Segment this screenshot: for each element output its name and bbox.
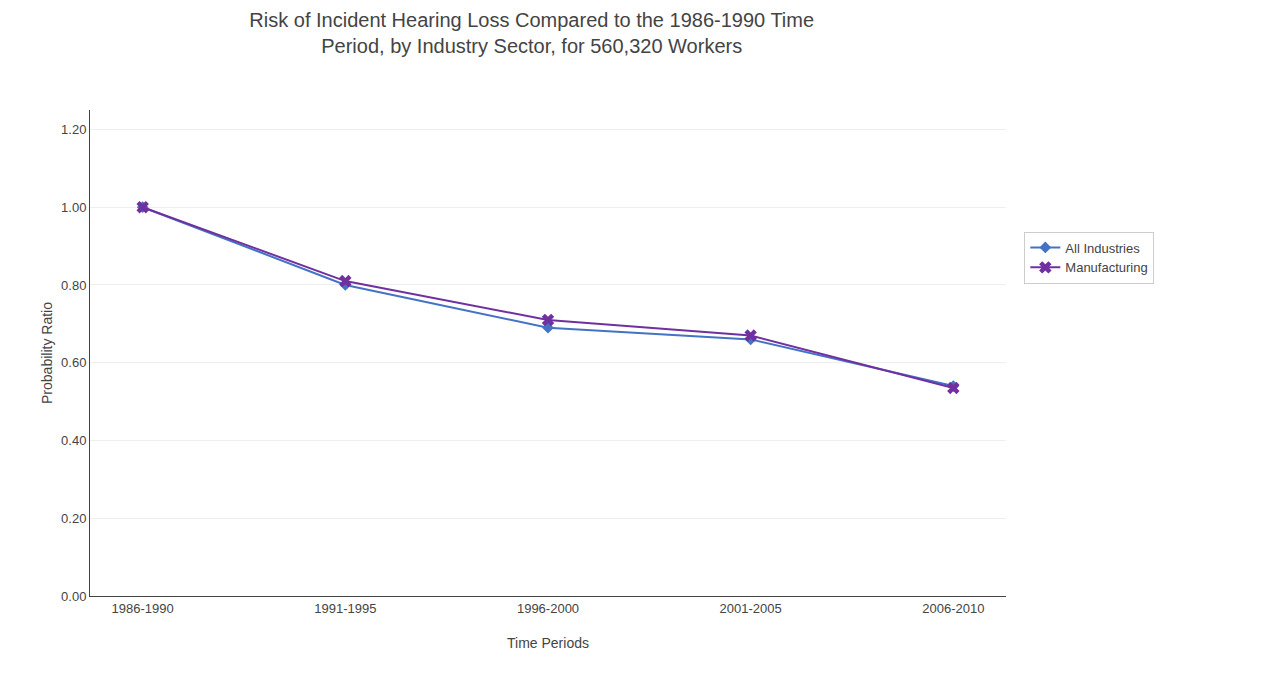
svg-text:0.40: 0.40 — [61, 433, 86, 448]
svg-text:1996-2000: 1996-2000 — [517, 601, 579, 616]
svg-text:1.20: 1.20 — [61, 122, 86, 137]
svg-text:1.00: 1.00 — [61, 200, 86, 215]
svg-text:2001-2005: 2001-2005 — [720, 601, 782, 616]
svg-text:Risk of Incident Hearing Loss: Risk of Incident Hearing Loss Compared t… — [249, 9, 814, 57]
svg-text:All Industries: All Industries — [1065, 241, 1140, 256]
svg-text:0.80: 0.80 — [61, 278, 86, 293]
svg-text:Manufacturing: Manufacturing — [1065, 260, 1147, 275]
svg-text:1986-1990: 1986-1990 — [112, 601, 174, 616]
svg-text:Probability Ratio: Probability Ratio — [39, 302, 55, 404]
svg-text:Time Periods: Time Periods — [507, 635, 589, 651]
svg-text:1991-1995: 1991-1995 — [314, 601, 376, 616]
svg-text:0.20: 0.20 — [61, 511, 86, 526]
svg-text:2006-2010: 2006-2010 — [922, 601, 984, 616]
svg-text:0.00: 0.00 — [61, 589, 86, 604]
svg-text:0.60: 0.60 — [61, 355, 86, 370]
